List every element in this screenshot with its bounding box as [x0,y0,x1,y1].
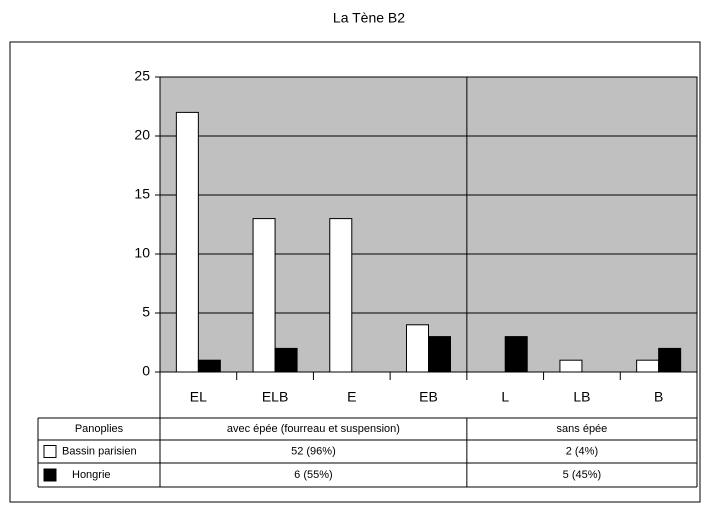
table-cell: 5 (45%) [563,469,602,481]
bar [252,218,276,373]
x-tick-label: ELB [262,389,288,405]
bar [274,347,298,373]
table-cell: 2 (4%) [566,445,598,457]
x-tick-label: LB [573,389,590,405]
table-header: avec épée (fourreau et suspension) [227,423,400,435]
bar [175,111,199,373]
y-tick-label: 15 [134,186,150,202]
x-tick-label: EL [190,389,207,405]
y-tick-label: 25 [134,68,150,84]
x-tick-label: EB [419,389,438,405]
legend-swatch [43,468,57,482]
bar [329,218,353,373]
chart-title: La Tène B2 [333,10,405,26]
legend-swatch [43,445,57,458]
table-cell: 52 (96%) [291,445,336,457]
y-tick-label: 0 [142,363,150,379]
table-cell: 6 (55%) [294,469,333,481]
y-tick-label: 20 [134,127,150,143]
bar [428,336,451,373]
x-tick-label: B [654,389,663,405]
bar [636,359,660,373]
bar [406,324,429,373]
x-tick-label: E [347,389,356,405]
bar [197,359,221,373]
chart-frame [9,41,701,503]
x-tick-label: L [501,389,509,405]
bar [559,359,583,373]
legend-label: Bassin parisien [62,445,137,457]
table-header: Panoplies [75,423,124,435]
bar [504,336,528,373]
y-tick-label: 5 [142,304,150,320]
legend-label: Hongrie [72,469,111,481]
table-header: sans épée [557,423,608,435]
bar [658,347,682,373]
y-tick-label: 10 [134,245,150,261]
